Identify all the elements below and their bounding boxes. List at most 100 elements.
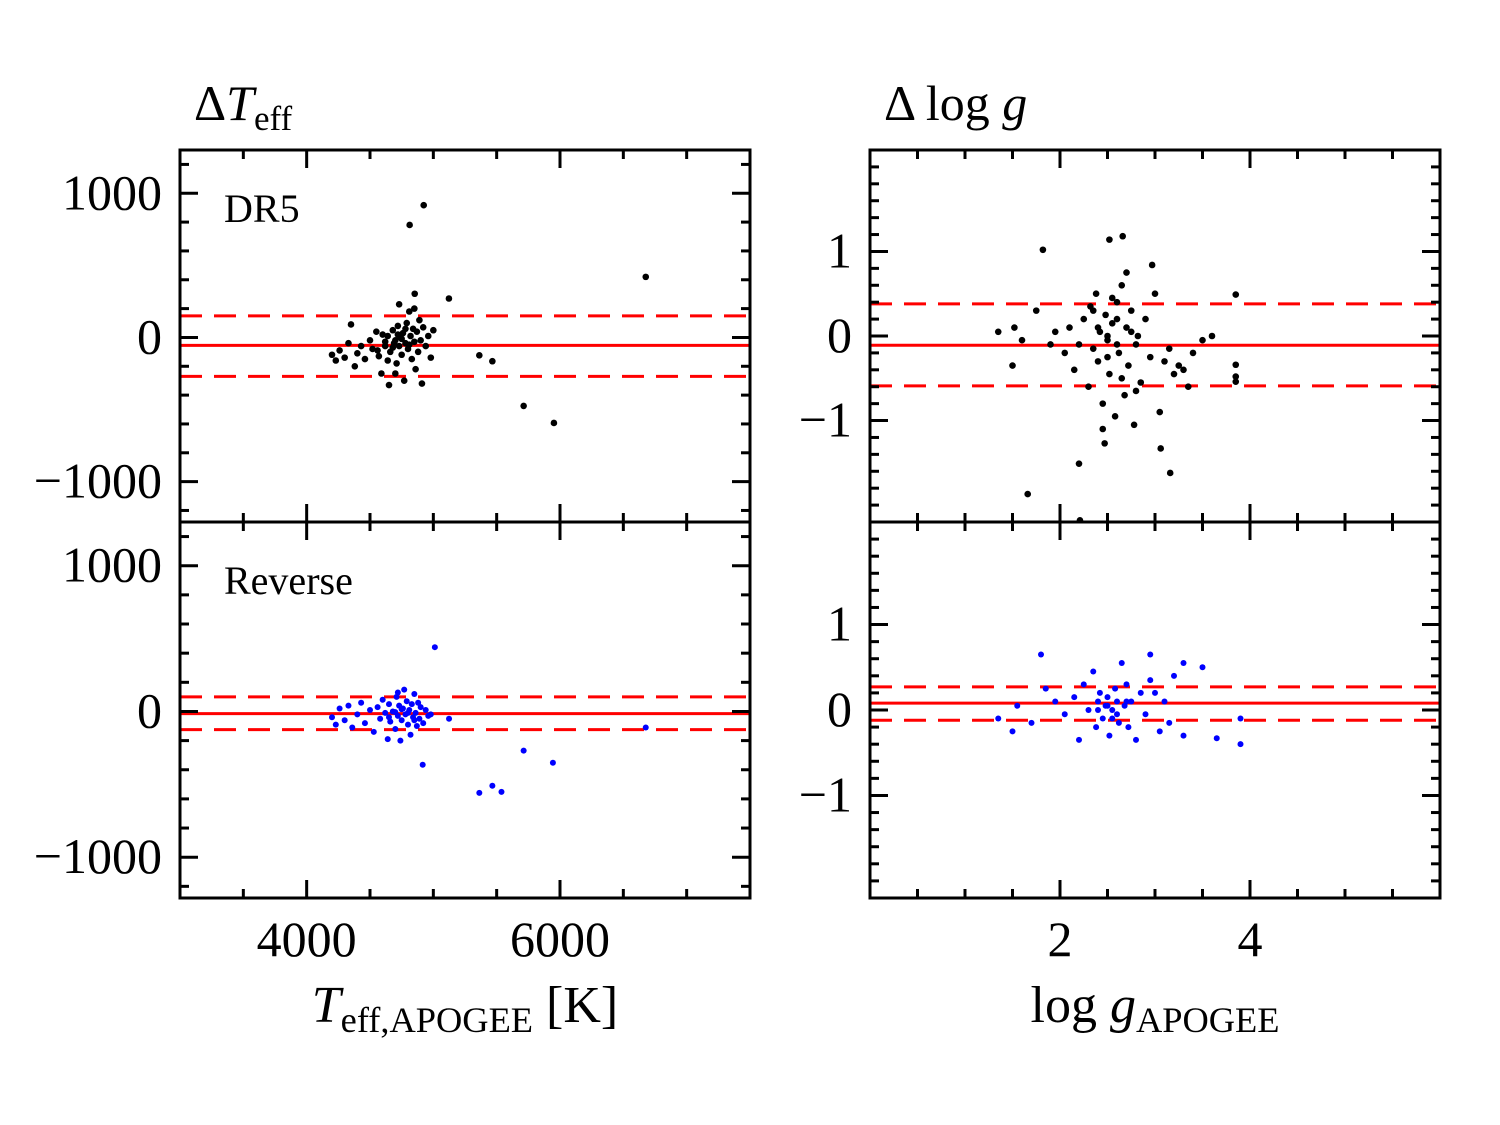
point (381, 338, 389, 346)
point (1152, 689, 1158, 696)
point (1009, 728, 1016, 735)
point (397, 737, 404, 744)
point (405, 308, 413, 315)
point (369, 345, 376, 353)
point (1125, 724, 1132, 731)
point (1156, 408, 1164, 416)
points (995, 651, 1244, 748)
point (1161, 698, 1168, 705)
point (1118, 660, 1125, 666)
point (1232, 373, 1240, 380)
point (361, 355, 369, 363)
point (419, 761, 426, 768)
point (403, 698, 410, 705)
point (422, 707, 429, 713)
point (1051, 328, 1059, 336)
point (411, 717, 418, 724)
point (431, 644, 438, 651)
point (1151, 290, 1159, 298)
point (374, 347, 381, 354)
point (402, 325, 409, 333)
point (550, 419, 558, 427)
point (1009, 362, 1016, 369)
point (384, 736, 391, 743)
point (374, 704, 381, 711)
label-part: eff,APOGEE (341, 1000, 533, 1040)
point (361, 720, 368, 727)
point (642, 273, 650, 281)
point (1119, 232, 1126, 240)
point (1132, 341, 1140, 348)
point (1142, 315, 1149, 323)
point (354, 350, 361, 357)
y-tick-label: 1000 (62, 164, 162, 220)
y-tick-label: −1 (799, 392, 852, 448)
point (1118, 374, 1126, 382)
y-tick-label: −1000 (34, 828, 162, 884)
point (1165, 345, 1173, 352)
point (1095, 707, 1101, 713)
point (1127, 307, 1135, 314)
point (394, 331, 402, 338)
point (1232, 378, 1240, 385)
point (417, 337, 424, 344)
point (1137, 379, 1145, 386)
point (1147, 651, 1154, 658)
point (1166, 719, 1173, 726)
point (1111, 413, 1119, 420)
label-part: eff (254, 99, 293, 138)
point (413, 328, 421, 335)
label-part: [K] (533, 977, 618, 1034)
point (1113, 341, 1121, 348)
point (411, 305, 418, 312)
point (1106, 236, 1113, 243)
point (1109, 715, 1116, 722)
point (332, 721, 339, 728)
point (1094, 358, 1102, 365)
label-part: Δ log (884, 75, 1002, 131)
point (1115, 349, 1123, 357)
point (1166, 469, 1174, 477)
point (1113, 298, 1121, 306)
point (1042, 685, 1049, 692)
point (366, 337, 374, 344)
point (413, 723, 420, 730)
point (336, 347, 343, 354)
point (430, 326, 437, 334)
point (1127, 328, 1135, 336)
point (408, 355, 416, 363)
point (336, 705, 343, 712)
label-part: APOGEE (1136, 1000, 1280, 1040)
point (427, 354, 435, 361)
point (489, 782, 496, 789)
point (412, 365, 419, 373)
point (386, 701, 392, 708)
point (392, 725, 399, 732)
point (1213, 735, 1220, 742)
y-tick-label: −1000 (34, 453, 162, 509)
point (367, 707, 373, 713)
point (1102, 311, 1109, 319)
point (386, 714, 392, 721)
point (418, 380, 426, 387)
panel-title: Δ log g (884, 75, 1027, 131)
point (1039, 246, 1047, 254)
point (1106, 732, 1113, 739)
point (1130, 421, 1138, 429)
point (329, 714, 335, 721)
point (401, 686, 408, 693)
points (329, 644, 649, 796)
point (1232, 361, 1240, 369)
point (345, 702, 352, 709)
point (405, 721, 411, 728)
point (1232, 291, 1240, 298)
point (407, 731, 414, 738)
point (394, 322, 402, 330)
points (994, 232, 1240, 522)
point (347, 321, 355, 328)
panel-label: Reverse (224, 558, 353, 603)
point (1121, 391, 1128, 399)
point (1076, 736, 1082, 743)
point (379, 331, 386, 338)
